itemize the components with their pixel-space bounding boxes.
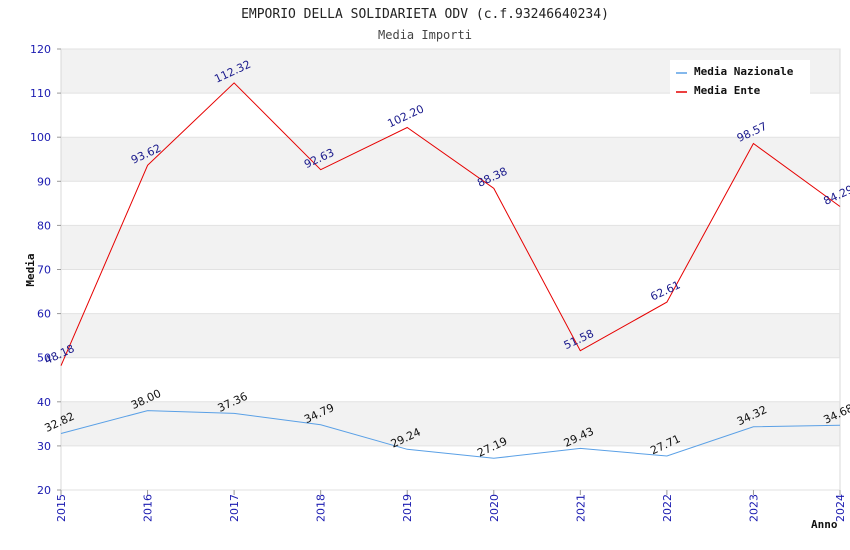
series-lines xyxy=(60,82,841,459)
plot-band xyxy=(61,401,840,446)
y-tick-label: 30 xyxy=(37,440,51,453)
x-tick-label: 2017 xyxy=(228,494,241,522)
y-tick-label: 90 xyxy=(37,175,51,188)
y-tick-label: 40 xyxy=(37,396,51,409)
plot-band xyxy=(61,357,840,402)
legend-label-media-nazionale: Media Nazionale xyxy=(694,65,794,78)
x-tick-label: 2021 xyxy=(574,494,587,522)
legend-box xyxy=(670,60,810,98)
plot-band xyxy=(61,313,840,358)
x-tick-label: 2019 xyxy=(401,494,414,522)
y-tick-label: 20 xyxy=(37,484,51,497)
y-tick-label: 110 xyxy=(30,87,51,100)
y-tick-label: 70 xyxy=(37,264,51,277)
x-tick-label: 2022 xyxy=(661,494,674,522)
x-tick-label: 2015 xyxy=(55,494,68,522)
x-tick-label: 2023 xyxy=(747,494,760,522)
series-line-media-nazionale xyxy=(60,410,841,459)
y-tick-label: 80 xyxy=(37,219,51,232)
plot-band xyxy=(61,137,840,182)
chart-title: EMPORIO DELLA SOLIDARIETA ODV (c.f.93246… xyxy=(241,7,609,22)
plot-band xyxy=(61,181,840,226)
x-tick-label: 2024 xyxy=(834,494,847,522)
y-axis-label: Media xyxy=(24,253,37,286)
plot-band xyxy=(61,445,840,490)
x-axis-ticks: 2015 2016 2017 2018 2019 2020 2021 2022 2023 2024 xyxy=(55,490,847,522)
legend-label-media-ente: Media Ente xyxy=(694,84,761,97)
x-tick-label: 2016 xyxy=(142,494,155,522)
plot-band xyxy=(61,225,840,270)
y-tick-label: 60 xyxy=(37,308,51,321)
y-tick-label: 50 xyxy=(37,352,51,365)
chart-subtitle: Media Importi xyxy=(378,28,472,42)
y-axis-ticks: 20 30 40 50 60 70 80 90 100 110 120 xyxy=(30,43,61,497)
plot-band xyxy=(61,93,840,138)
x-axis-label: Anno xyxy=(811,518,838,531)
legend: Media Nazionale Media Ente xyxy=(670,60,810,98)
plot-background xyxy=(61,49,840,490)
series-line-media-ente xyxy=(60,82,841,366)
y-tick-label: 100 xyxy=(30,131,51,144)
x-tick-label: 2020 xyxy=(488,494,501,522)
x-tick-label: 2018 xyxy=(315,494,328,522)
plot-band xyxy=(61,269,840,314)
y-tick-label: 120 xyxy=(30,43,51,56)
